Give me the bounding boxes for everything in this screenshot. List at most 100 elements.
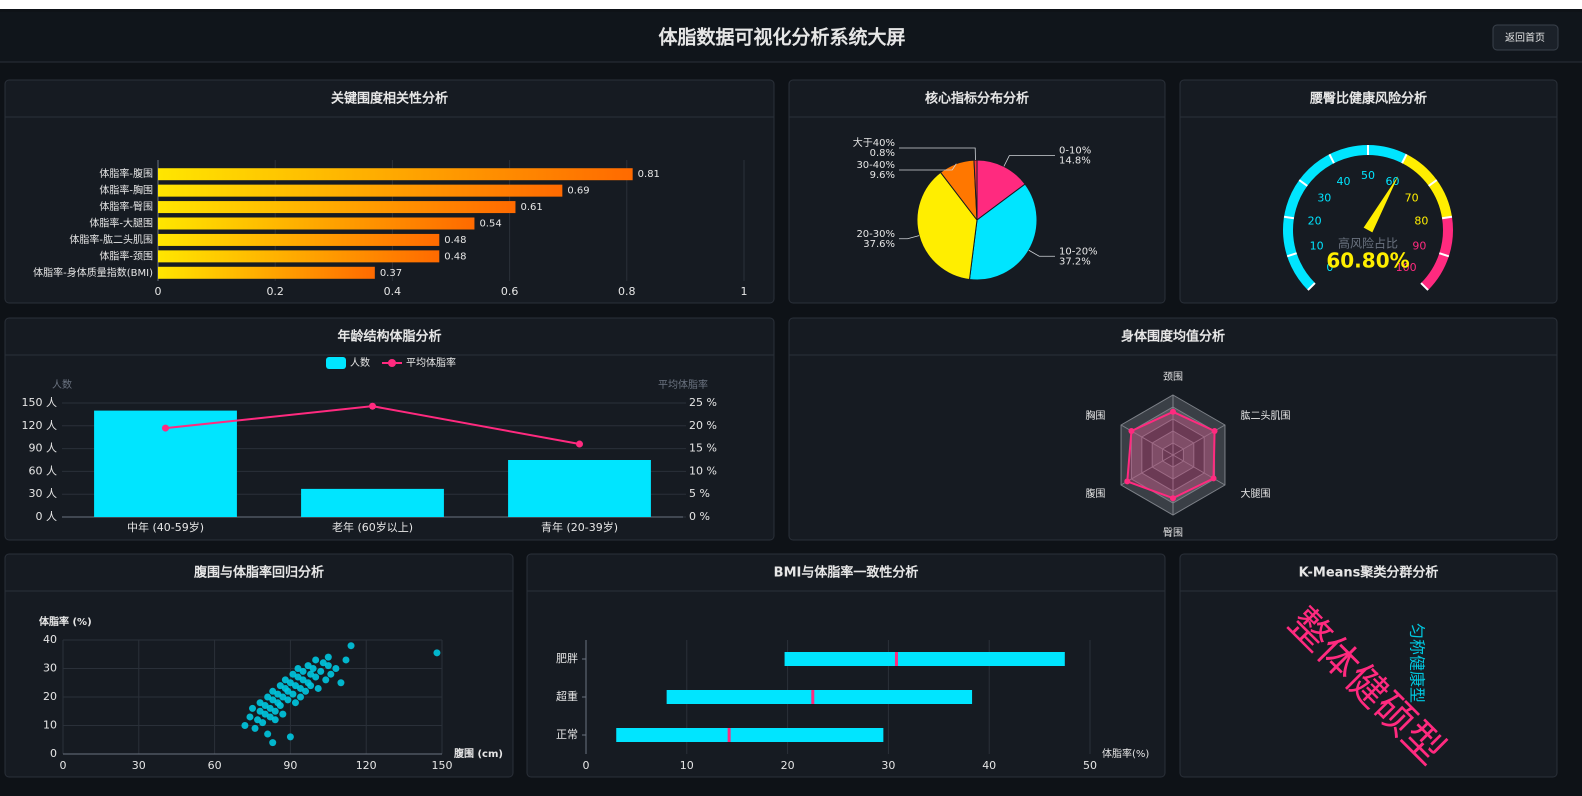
scatter-point	[297, 693, 305, 701]
y-axis-name: 人数	[52, 378, 72, 391]
legend-label: 平均体脂率	[406, 356, 456, 369]
x-tick-label: 50	[1083, 759, 1097, 772]
y-tick-label: 10	[43, 719, 57, 732]
range-bar	[666, 690, 973, 704]
y-tick-label: 0 人	[36, 510, 58, 523]
bar	[158, 217, 475, 230]
bar	[158, 233, 440, 246]
x-tick-label: 90	[283, 759, 297, 772]
legend-swatch	[326, 357, 346, 369]
radar-point	[1170, 495, 1176, 502]
leader-line	[899, 235, 920, 240]
gauge-tick	[1307, 282, 1316, 291]
x-tick-label: 青年 (20-39岁)	[541, 520, 618, 534]
y2-tick-label: 25 %	[689, 396, 717, 409]
panel-title: BMI与体脂率一致性分析	[774, 565, 919, 581]
scatter-point	[332, 665, 340, 672]
x-tick-label: 10	[680, 759, 694, 772]
bar	[158, 184, 563, 197]
bar	[158, 168, 633, 181]
gauge-tick-label: 30	[1317, 191, 1331, 204]
scatter-point	[264, 730, 272, 738]
gauge-tick-label: 20	[1308, 215, 1322, 228]
gauge-tick-label: 60	[1386, 175, 1400, 188]
scatter-point	[342, 656, 350, 664]
value-label: 0.81	[638, 169, 660, 180]
scatter-point	[251, 724, 259, 732]
gauge-tick	[1286, 252, 1297, 258]
scatter-point	[291, 699, 299, 707]
pie-slice	[916, 171, 978, 281]
category-label: 体脂率-胸围	[99, 184, 153, 197]
legend-dot	[388, 359, 396, 367]
bar	[508, 460, 651, 517]
y-tick-label: 肥胖	[556, 652, 578, 665]
value-label: 0.61	[520, 202, 542, 213]
gauge-tick	[1441, 215, 1453, 220]
scatter-point	[246, 713, 254, 721]
scatter-point	[324, 662, 332, 670]
y2-tick-label: 5 %	[689, 487, 710, 500]
scatter-point	[312, 673, 320, 681]
scatter-point	[289, 690, 297, 698]
x-tick-label: 0.8	[618, 285, 636, 298]
scatter-point	[312, 656, 320, 664]
panel-title: 腹围与体脂率回归分析	[194, 565, 324, 581]
scatter-point	[322, 676, 330, 684]
x-tick-label: 150	[432, 759, 453, 772]
category-label: 体脂率-大腿围	[89, 217, 153, 230]
scatter-point	[309, 665, 317, 672]
panel-title: 腰臀比健康风险分析	[1309, 91, 1427, 107]
x-tick-label: 中年 (40-59岁)	[127, 520, 204, 534]
home-button[interactable]	[1492, 24, 1559, 51]
x-tick-label: 30	[132, 759, 146, 772]
y-tick-label: 30 人	[29, 487, 58, 500]
scatter-point	[327, 670, 335, 678]
home-button-label[interactable]: 返回首页	[1505, 31, 1545, 44]
slice-value: 37.6%	[863, 239, 895, 250]
x-tick-label: 0	[155, 285, 162, 298]
header-bar	[0, 12, 1582, 62]
pie-slice	[968, 183, 1038, 281]
category-label: 体脂率-颈围	[99, 249, 153, 262]
panel-title: 身体围度均值分析	[1121, 329, 1225, 345]
gauge-detail: 高风险占比	[1338, 236, 1398, 251]
scatter-point	[307, 682, 315, 690]
scatter-point	[317, 667, 325, 675]
line-point	[576, 440, 583, 448]
scatter-point	[433, 649, 441, 657]
gauge-tick-label: 40	[1336, 175, 1350, 188]
scatter-point	[269, 739, 277, 747]
gauge-value: 60.80%	[1326, 249, 1409, 273]
panel-title: K-Means聚类分群分析	[1299, 565, 1439, 581]
y2-tick-label: 0 %	[689, 510, 710, 523]
panel	[1179, 553, 1558, 778]
bar	[301, 488, 444, 517]
leader-line	[899, 163, 957, 171]
slice-label: 0-10%	[1059, 146, 1091, 157]
radar-label: 大腿围	[1241, 487, 1271, 500]
pie-slice	[973, 159, 978, 221]
y-tick-label: 120 人	[22, 419, 58, 432]
y2-tick-label: 10 %	[689, 464, 717, 477]
scatter-point	[249, 704, 256, 712]
gauge-tick	[1401, 153, 1408, 164]
y-axis-name: 体脂率 (%)	[39, 615, 92, 628]
scatter-point	[337, 679, 345, 687]
gauge-tick	[1428, 179, 1438, 187]
x-axis-name: 腹围 (cm)	[454, 747, 503, 760]
leader-line	[1003, 155, 1055, 167]
y-tick-label: 30	[43, 662, 57, 675]
panel-title: 年龄结构体脂分析	[337, 329, 441, 345]
gauge-tick	[1328, 153, 1335, 164]
scatter-point	[241, 722, 249, 729]
slice-label: 20-30%	[856, 229, 895, 240]
legend-label: 人数	[350, 356, 370, 369]
x-tick-label: 0.2	[266, 285, 284, 298]
line-point	[369, 402, 376, 410]
scatter-point	[271, 716, 279, 724]
gauge-pointer	[1363, 175, 1399, 233]
y-tick-label: 20	[43, 690, 57, 703]
bar	[158, 266, 375, 279]
